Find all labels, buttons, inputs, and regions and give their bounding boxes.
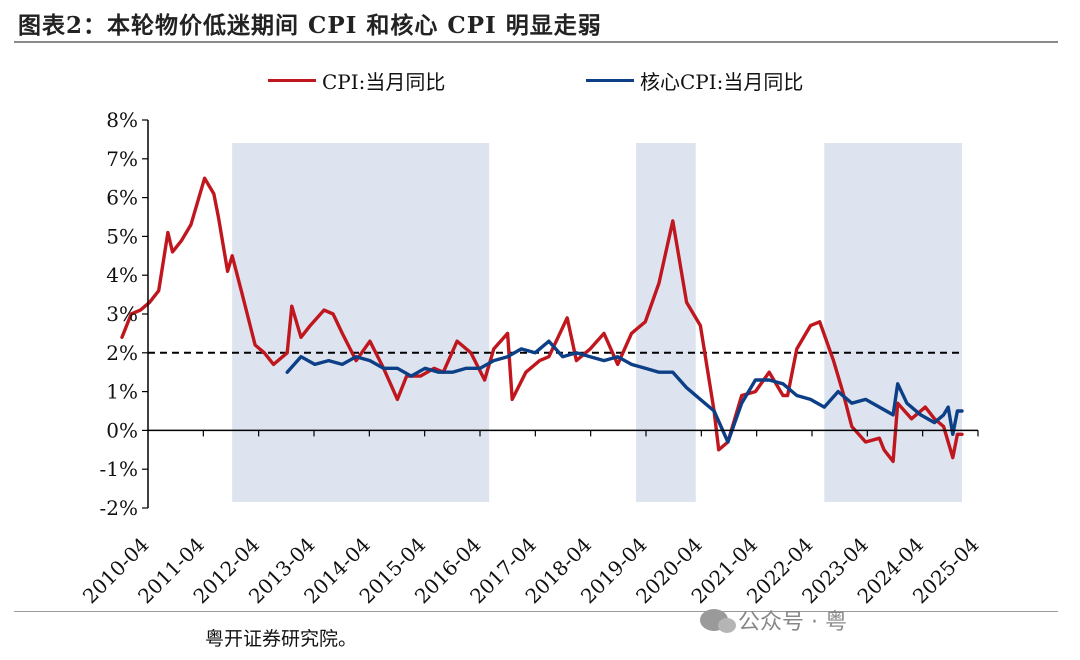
chart-title: 图表2：本轮物价低迷期间 CPI 和核心 CPI 明显走弱 — [18, 12, 602, 39]
watermark: 公众号 · 粤 — [700, 604, 847, 636]
wechat-icon — [700, 609, 736, 633]
legend-label-core-cpi: 核心CPI:当月同比 — [640, 70, 804, 94]
y-tick-label-4: 2% — [106, 341, 138, 365]
y-tick-label-0: -2% — [100, 496, 139, 520]
y-tick-label-10: 8% — [106, 108, 138, 132]
legend-label-cpi: CPI:当月同比 — [322, 70, 446, 94]
y-tick-label-6: 4% — [106, 263, 138, 287]
y-tick-label-3: 1% — [106, 380, 138, 404]
y-tick-label-8: 6% — [106, 186, 138, 210]
legend-item-cpi: CPI:当月同比 — [268, 66, 445, 95]
series-line-cpi — [120, 176, 964, 464]
y-tick-label-2: 0% — [106, 418, 138, 442]
legend-swatch-core-cpi — [586, 79, 634, 82]
title-divider — [14, 41, 1058, 43]
series-group — [120, 176, 964, 464]
shaded-periods — [232, 143, 962, 502]
y-tick-label-1: -1% — [100, 457, 139, 481]
footer-divider — [14, 611, 1058, 612]
legend-swatch-cpi — [268, 79, 316, 82]
series-line-core-cpi — [285, 339, 964, 444]
watermark-text: 公众号 · 粤 — [738, 610, 847, 635]
shaded-period-1 — [232, 143, 490, 502]
y-tick-label-5: 3% — [106, 302, 138, 326]
source-note: 粤开证券研究院。 — [205, 628, 358, 650]
y-tick-label-9: 7% — [106, 147, 138, 171]
y-tick-label-7: 5% — [106, 224, 138, 248]
legend-item-core-cpi: 核心CPI:当月同比 — [586, 66, 803, 95]
